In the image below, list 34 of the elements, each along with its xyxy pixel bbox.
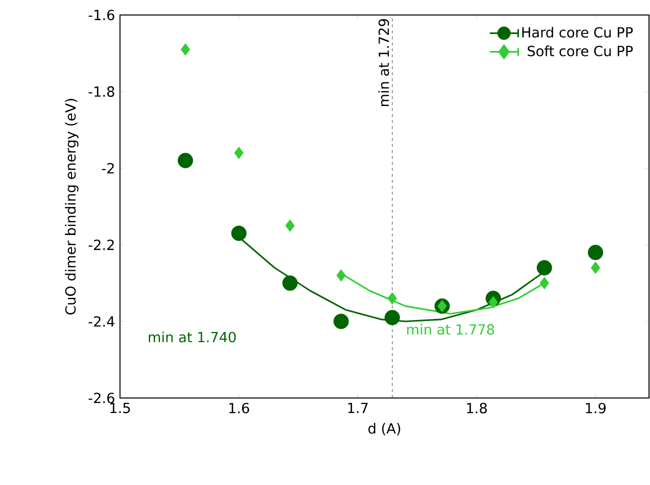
point (540, 276, 550, 290)
legend-label: Soft core Cu PP (528, 46, 633, 56)
point (285, 219, 295, 232)
point (536, 260, 552, 276)
point (590, 262, 600, 274)
point (588, 244, 604, 260)
x-tick-label: 1.6 (229, 402, 250, 414)
point (384, 310, 400, 326)
ref-line-label: min at 1.729 (378, 19, 390, 106)
annotation: min at 1.778 (407, 324, 494, 335)
point (437, 300, 447, 312)
point (282, 275, 298, 291)
point (231, 226, 247, 241)
y-axis-title: CuO dimer binding energy (eV) (64, 98, 78, 314)
point (234, 146, 244, 160)
point (180, 43, 190, 56)
y-tick-label: -1.8 (88, 86, 114, 97)
y-tick-label: -1.6 (88, 10, 114, 20)
point (336, 269, 346, 282)
y-tick-label: -2.6 (88, 392, 114, 404)
x-tick-label: 1.8 (467, 402, 487, 414)
x-axis-title: d (A) (368, 422, 400, 436)
point (488, 296, 498, 308)
x-tick-label: 1.9 (586, 402, 606, 414)
x-tick-label: 1.5 (110, 402, 130, 414)
y-tick-label: -2.2 (88, 240, 114, 250)
point (178, 152, 194, 168)
y-tick-label: -2.4 (88, 316, 114, 327)
legend-label: Hard core Cu PP (522, 26, 633, 38)
annotation: min at 1.740 (148, 332, 236, 342)
point (333, 314, 349, 330)
x-tick-label: 1.7 (348, 402, 368, 413)
point (388, 292, 397, 305)
y-tick-label: -2 (102, 163, 114, 174)
